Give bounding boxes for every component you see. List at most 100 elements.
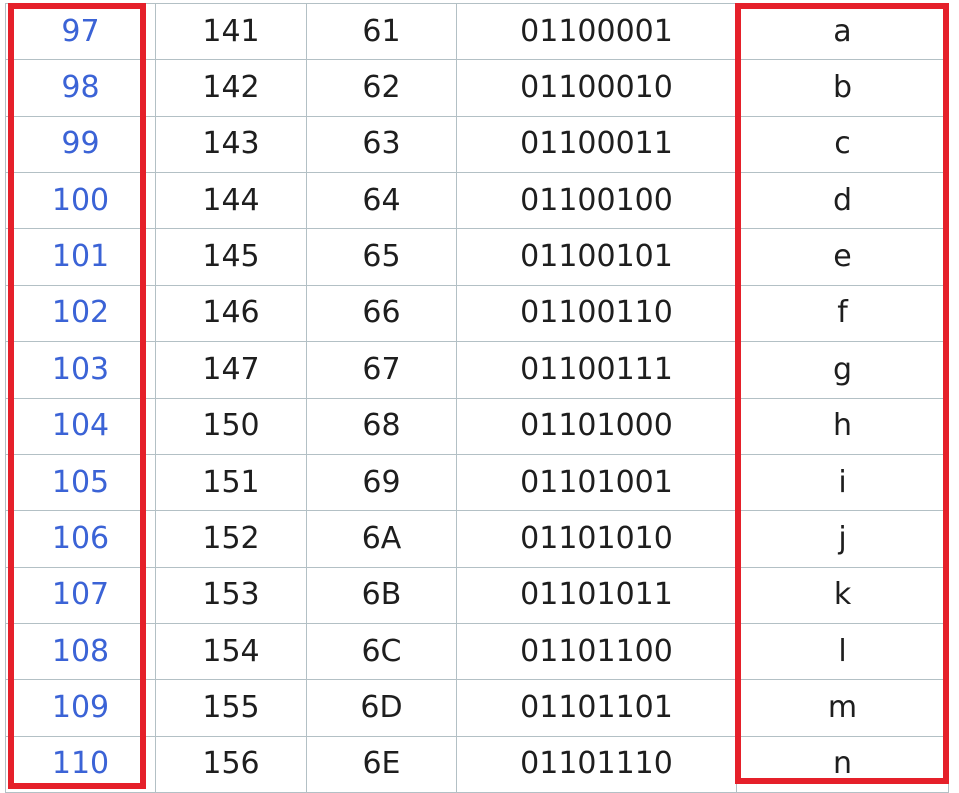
character-cell: h [736, 397, 949, 455]
hex-cell: 65 [306, 228, 457, 286]
octal-cell: 145 [155, 228, 307, 286]
table-row: 106 152 6A 01101010 j [5, 510, 949, 568]
octal-cell: 142 [155, 59, 307, 117]
decimal-cell: 102 [5, 284, 156, 343]
table-row: 108 154 6C 01101100 l [5, 622, 949, 681]
decimal-link[interactable]: 107 [51, 577, 110, 613]
decimal-cell: 107 [5, 566, 156, 624]
binary-cell: 01101001 [456, 453, 737, 512]
decimal-link[interactable]: 101 [51, 239, 110, 275]
hex-cell: 6D [306, 679, 457, 737]
decimal-cell: 110 [5, 735, 156, 793]
octal-cell: 144 [155, 172, 307, 230]
octal-cell: 156 [155, 735, 307, 793]
hex-cell: 64 [306, 172, 457, 230]
table-row: 99 143 63 01100011 c [5, 115, 949, 174]
binary-cell: 01101110 [456, 735, 737, 793]
hex-cell: 68 [306, 397, 457, 455]
binary-cell: 01100010 [456, 59, 737, 117]
hex-cell: 6A [306, 510, 457, 568]
binary-cell: 01101101 [456, 679, 737, 737]
octal-cell: 143 [155, 115, 307, 174]
hex-cell: 6E [306, 735, 457, 793]
octal-cell: 154 [155, 622, 307, 681]
hex-cell: 69 [306, 453, 457, 512]
decimal-cell: 100 [5, 172, 156, 230]
decimal-link[interactable]: 99 [61, 126, 100, 162]
character-cell: g [736, 341, 949, 399]
binary-cell: 01101100 [456, 622, 737, 681]
table-row: 109 155 6D 01101101 m [5, 679, 949, 737]
character-cell: b [736, 59, 949, 117]
hex-cell: 67 [306, 341, 457, 399]
table-row: 104 150 68 01101000 h [5, 397, 949, 455]
table-row: 103 147 67 01100111 g [5, 341, 949, 399]
table-row: 100 144 64 01100100 d [5, 172, 949, 230]
decimal-link[interactable]: 105 [51, 464, 110, 500]
binary-cell: 01100111 [456, 341, 737, 399]
table-row: 98 142 62 01100010 b [5, 59, 949, 117]
decimal-link[interactable]: 110 [51, 746, 110, 782]
character-cell: a [736, 2, 949, 61]
decimal-link[interactable]: 97 [61, 13, 100, 49]
table-row: 107 153 6B 01101011 k [5, 566, 949, 624]
table-row: 110 156 6E 01101110 n [5, 735, 949, 793]
hex-cell: 61 [306, 2, 457, 61]
decimal-cell: 104 [5, 397, 156, 455]
decimal-cell: 97 [5, 2, 156, 61]
binary-cell: 01100101 [456, 228, 737, 286]
hex-cell: 6C [306, 622, 457, 681]
binary-cell: 01101010 [456, 510, 737, 568]
decimal-link[interactable]: 106 [51, 520, 110, 556]
table-row: 102 146 66 01100110 f [5, 284, 949, 343]
binary-cell: 01100100 [456, 172, 737, 230]
ascii-table: 97 141 61 01100001 a 98 142 62 01100010 b 99 143 63 0… [5, 2, 949, 793]
character-cell: e [736, 228, 949, 286]
decimal-link[interactable]: 100 [51, 182, 110, 218]
octal-cell: 153 [155, 566, 307, 624]
character-cell: f [736, 284, 949, 343]
character-cell: i [736, 453, 949, 512]
octal-cell: 150 [155, 397, 307, 455]
octal-cell: 147 [155, 341, 307, 399]
decimal-cell: 98 [5, 59, 156, 117]
character-cell: l [736, 622, 949, 681]
character-cell: n [736, 735, 949, 793]
binary-cell: 01101000 [456, 397, 737, 455]
decimal-cell: 109 [5, 679, 156, 737]
ascii-table-body: 97 141 61 01100001 a 98 142 62 01100010 b 99 143 63 0… [5, 2, 949, 793]
hex-cell: 63 [306, 115, 457, 174]
table-row: 105 151 69 01101001 i [5, 453, 949, 512]
decimal-link[interactable]: 102 [51, 295, 110, 331]
hex-cell: 66 [306, 284, 457, 343]
octal-cell: 152 [155, 510, 307, 568]
character-cell: c [736, 115, 949, 174]
decimal-cell: 99 [5, 115, 156, 174]
decimal-cell: 101 [5, 228, 156, 286]
character-cell: k [736, 566, 949, 624]
decimal-link[interactable]: 98 [61, 70, 100, 106]
binary-cell: 01101011 [456, 566, 737, 624]
binary-cell: 01100001 [456, 2, 737, 61]
octal-cell: 155 [155, 679, 307, 737]
table-row: 97 141 61 01100001 a [5, 2, 949, 61]
binary-cell: 01100011 [456, 115, 737, 174]
decimal-cell: 106 [5, 510, 156, 568]
octal-cell: 146 [155, 284, 307, 343]
character-cell: j [736, 510, 949, 568]
decimal-cell: 103 [5, 341, 156, 399]
hex-cell: 6B [306, 566, 457, 624]
decimal-link[interactable]: 104 [51, 408, 110, 444]
decimal-cell: 108 [5, 622, 156, 681]
decimal-cell: 105 [5, 453, 156, 512]
character-cell: d [736, 172, 949, 230]
decimal-link[interactable]: 108 [51, 633, 110, 669]
decimal-link[interactable]: 109 [51, 689, 110, 725]
character-cell: m [736, 679, 949, 737]
octal-cell: 151 [155, 453, 307, 512]
octal-cell: 141 [155, 2, 307, 61]
hex-cell: 62 [306, 59, 457, 117]
table-row: 101 145 65 01100101 e [5, 228, 949, 286]
decimal-link[interactable]: 103 [51, 351, 110, 387]
binary-cell: 01100110 [456, 284, 737, 343]
